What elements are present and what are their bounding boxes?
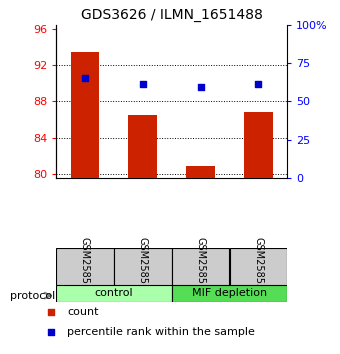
Title: GDS3626 / ILMN_1651488: GDS3626 / ILMN_1651488 [81, 8, 262, 22]
Point [49, 309, 54, 315]
Point [140, 81, 146, 87]
Point [256, 81, 261, 87]
Text: GSM258515: GSM258515 [195, 237, 206, 296]
Text: protocol: protocol [10, 291, 55, 301]
Text: GSM258517: GSM258517 [138, 237, 148, 296]
Bar [186, 166, 215, 178]
Bar [56, 285, 172, 302]
Text: GSM258530: GSM258530 [253, 237, 264, 296]
Text: GSM258516: GSM258516 [80, 237, 90, 296]
Bar [172, 285, 287, 302]
Point [82, 75, 88, 80]
Bar [71, 52, 99, 178]
Text: control: control [95, 288, 133, 298]
Bar [114, 248, 172, 285]
Text: percentile rank within the sample: percentile rank within the sample [67, 327, 255, 337]
Text: MIF depletion: MIF depletion [192, 288, 267, 298]
Text: count: count [67, 307, 99, 317]
Bar [244, 112, 273, 178]
Point [198, 84, 203, 90]
Bar [129, 115, 157, 178]
Bar [172, 248, 230, 285]
Point [49, 329, 54, 335]
Bar [230, 248, 287, 285]
Bar [56, 248, 114, 285]
